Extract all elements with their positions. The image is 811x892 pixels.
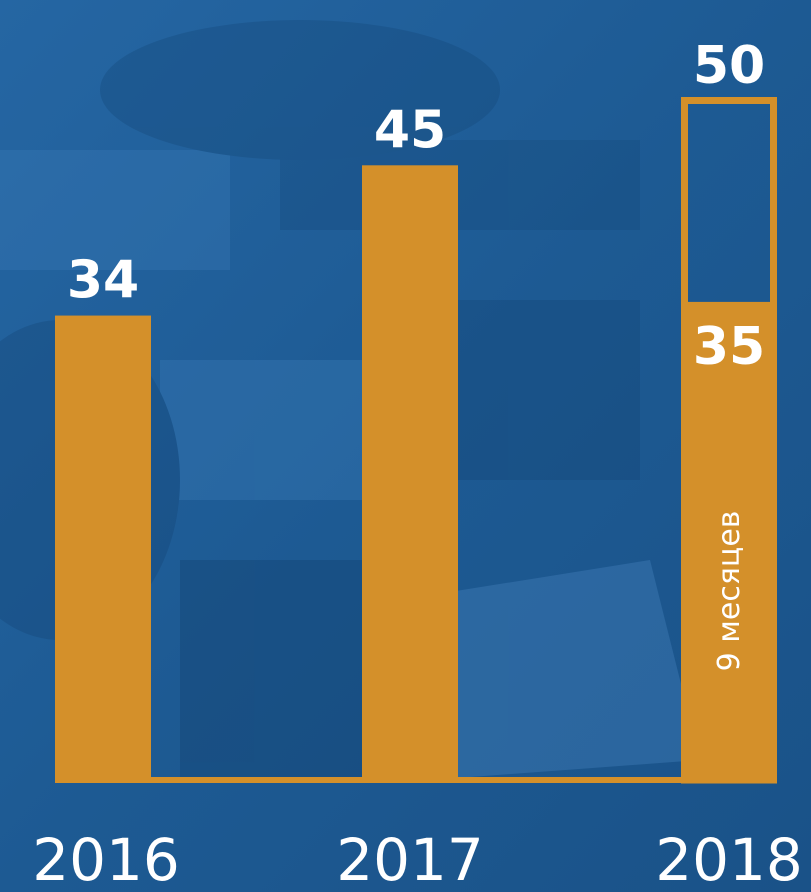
x-tick-label: 2018 xyxy=(655,826,803,892)
bar xyxy=(362,165,458,780)
outline-value-label: 50 xyxy=(693,36,765,96)
annotation: 9 месяцев xyxy=(712,511,747,672)
x-tick-label: 2016 xyxy=(32,826,180,892)
value-label: 35 xyxy=(693,317,765,377)
bar xyxy=(55,316,151,780)
value-label: 34 xyxy=(67,251,139,311)
value-label: 45 xyxy=(374,100,446,160)
chart: 34 2016 45 2017 50 35 9 месяцев 2018 xyxy=(0,0,811,892)
x-tick-label: 2017 xyxy=(336,826,484,892)
